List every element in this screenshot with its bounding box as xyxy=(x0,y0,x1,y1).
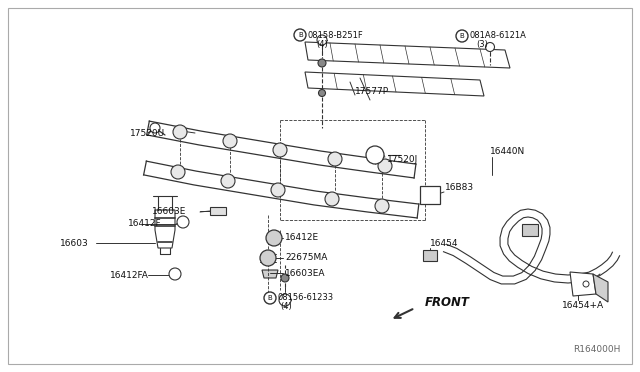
Text: 081A8-6121A: 081A8-6121A xyxy=(470,32,527,41)
Circle shape xyxy=(260,250,276,266)
Circle shape xyxy=(318,59,326,67)
Circle shape xyxy=(223,134,237,148)
Bar xyxy=(420,186,440,204)
Circle shape xyxy=(456,30,468,42)
Polygon shape xyxy=(155,210,175,248)
Text: 16603EA: 16603EA xyxy=(285,269,326,278)
Circle shape xyxy=(266,230,282,246)
Polygon shape xyxy=(570,272,596,296)
Text: (4): (4) xyxy=(280,302,292,311)
Circle shape xyxy=(366,146,384,164)
Circle shape xyxy=(317,35,327,45)
Text: 16454: 16454 xyxy=(430,238,458,247)
Polygon shape xyxy=(305,42,510,68)
Circle shape xyxy=(279,294,291,306)
Circle shape xyxy=(150,123,160,133)
Text: (3): (3) xyxy=(476,41,488,49)
Circle shape xyxy=(171,165,185,179)
Text: 16412E: 16412E xyxy=(285,234,319,243)
Polygon shape xyxy=(305,72,484,96)
Bar xyxy=(522,224,538,236)
Text: 08158-B251F: 08158-B251F xyxy=(308,31,364,39)
Text: 16412FA: 16412FA xyxy=(110,270,149,279)
Circle shape xyxy=(281,274,289,282)
Circle shape xyxy=(177,216,189,228)
Text: 17520J: 17520J xyxy=(387,155,419,164)
Polygon shape xyxy=(210,207,226,215)
Text: B: B xyxy=(299,32,303,38)
Circle shape xyxy=(173,125,187,139)
Text: 16412F: 16412F xyxy=(128,219,162,228)
Text: 16440N: 16440N xyxy=(490,148,525,157)
Text: 08156-61233: 08156-61233 xyxy=(278,294,334,302)
Text: FRONT: FRONT xyxy=(425,296,470,310)
Circle shape xyxy=(319,90,326,96)
Text: 17520U: 17520U xyxy=(130,128,165,138)
Circle shape xyxy=(264,292,276,304)
Circle shape xyxy=(378,159,392,173)
Circle shape xyxy=(375,199,389,213)
Text: 16603E: 16603E xyxy=(152,208,186,217)
Bar xyxy=(423,250,437,260)
Polygon shape xyxy=(593,274,608,302)
Text: B: B xyxy=(268,295,273,301)
Text: (4): (4) xyxy=(316,39,328,48)
Circle shape xyxy=(325,192,339,206)
Circle shape xyxy=(271,183,285,197)
Circle shape xyxy=(273,143,287,157)
Circle shape xyxy=(583,281,589,287)
Text: 16454+A: 16454+A xyxy=(562,301,604,310)
Circle shape xyxy=(486,42,495,51)
Polygon shape xyxy=(262,270,278,278)
Text: 22675MA: 22675MA xyxy=(285,253,328,263)
Circle shape xyxy=(328,152,342,166)
Circle shape xyxy=(221,174,235,188)
Circle shape xyxy=(169,268,181,280)
Text: R164000H: R164000H xyxy=(573,346,620,355)
Text: 16603: 16603 xyxy=(60,238,89,247)
Circle shape xyxy=(294,29,306,41)
Text: B: B xyxy=(460,33,465,39)
Text: 17577P: 17577P xyxy=(355,87,389,96)
Text: 16B83: 16B83 xyxy=(445,183,474,192)
